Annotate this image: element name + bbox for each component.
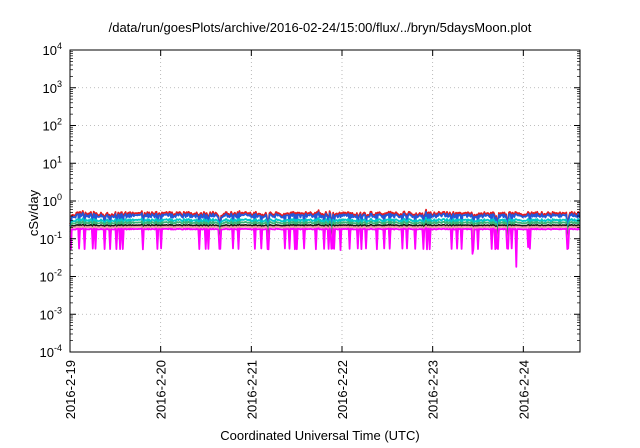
x-tick-label: 2016-2-24	[516, 360, 531, 419]
grid-lines	[70, 50, 580, 352]
y-tick-label: 10-2	[40, 268, 62, 285]
x-tick-label: 2016-2-21	[244, 360, 259, 419]
x-tick-label: 2016-2-20	[154, 360, 169, 419]
y-tick-label: 101	[43, 154, 62, 171]
y-tick-label: 103	[43, 79, 62, 96]
series-line-6	[69, 227, 581, 268]
chart-title: /data/run/goesPlots/archive/2016-02-24/1…	[108, 20, 532, 35]
x-tick-label: 2016-2-23	[426, 360, 441, 419]
y-ticks: 10-4 10-3 10-2 10-1 100 101 102 103 104	[40, 41, 580, 360]
y-tick-label: 10-3	[40, 305, 62, 322]
y-tick-label: 10-4	[40, 343, 62, 360]
data-series	[69, 208, 581, 268]
x-axis-label: Coordinated Universal Time (UTC)	[220, 428, 420, 443]
x-tick-label: 2016-2-22	[335, 360, 350, 419]
y-tick-label: 104	[43, 41, 62, 58]
y-tick-label: 102	[43, 117, 62, 134]
x-tick-label: 2016-2-19	[63, 360, 78, 419]
y-tick-label: 100	[43, 192, 62, 209]
y-tick-label: 10-1	[40, 230, 62, 247]
x-ticks: 2016-2-19 2016-2-20 2016-2-21 2016-2-22 2016…	[63, 50, 531, 419]
